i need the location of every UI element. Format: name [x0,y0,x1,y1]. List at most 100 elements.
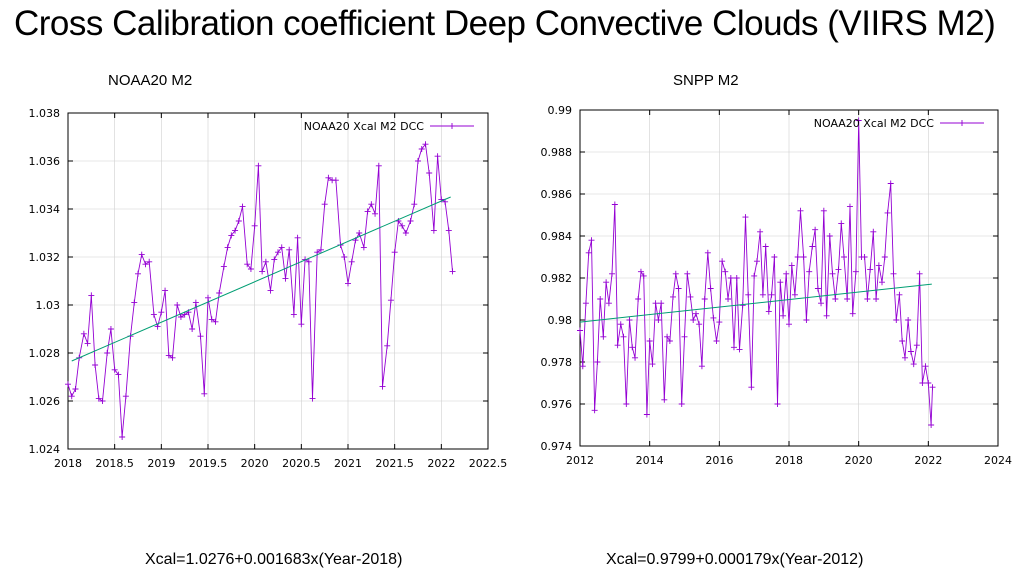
data-point [95,395,102,402]
data-point [748,384,755,391]
data-point [356,230,363,236]
y-tick-label: 1.038 [29,107,61,120]
data-point [594,359,601,365]
data-point [719,258,726,265]
plot-frame [67,112,489,450]
data-point [722,268,729,275]
data-point [887,180,894,187]
data-point [345,280,351,287]
data-point [449,268,456,275]
data-point [80,330,87,337]
data-point [661,396,668,403]
data-point [849,310,856,317]
data-point [201,390,208,397]
data-point [384,342,391,349]
data-point [131,299,138,306]
data-point [174,302,181,308]
data-point [640,272,647,279]
data-point [614,342,621,349]
x-tick-label: 2012 [566,454,594,467]
data-point [658,300,665,307]
data-point [617,321,624,328]
data-point [189,326,196,332]
data-point [745,291,752,298]
data-point [826,233,833,239]
data-point [864,296,871,302]
data-point [232,227,239,234]
data-point [870,228,877,235]
data-point [727,275,734,281]
data-point [92,362,99,368]
data-point [672,270,679,277]
data-point [368,201,375,208]
data-point [629,344,636,351]
data-point [881,254,888,260]
data-point [780,312,787,319]
data-point [138,251,145,258]
data-point [271,256,278,263]
data-point [372,210,379,217]
data-point [146,258,153,265]
data-point [239,203,246,210]
data-point [317,246,324,253]
data-point [696,321,703,328]
data-point [910,361,917,368]
data-point [884,209,891,216]
data-point [832,296,839,302]
data-point [829,270,836,277]
data-point [169,354,176,361]
data-point [852,268,859,275]
x-tick-label: 2020 [241,457,269,470]
data-point [430,227,437,234]
data-point [402,230,409,236]
y-tick-label: 0.988 [541,146,573,159]
data-point [360,244,367,251]
data-point [224,244,231,251]
data-point [177,314,184,320]
data-point [107,326,114,332]
data-point [806,268,813,275]
data-point [150,311,157,318]
data-point [165,352,172,359]
data-point [675,285,682,292]
data-point [585,249,592,256]
data-point [418,146,425,152]
data-point [212,318,219,325]
y-tick-label: 1.03 [36,299,61,312]
data-point [407,218,414,224]
data-point [192,299,199,306]
data-point [922,363,929,370]
data-point [391,249,398,256]
data-point [72,386,79,392]
data-point [422,141,429,148]
data-point [579,363,586,370]
data-point [88,292,95,299]
data-point [896,291,903,298]
data-point [704,249,711,256]
data-point [379,383,386,390]
data-point [681,333,688,340]
x-tick-label: 2022.5 [469,457,508,470]
data-point [399,222,406,229]
x-tick-label: 2024 [984,454,1012,467]
data-point [692,310,699,317]
data-point [794,254,801,260]
data-point [890,270,897,277]
data-point [664,333,671,340]
data-point [609,270,616,277]
data-point [701,296,708,302]
series-line [67,143,453,438]
data-point [791,291,798,298]
x-tick-label: 2020.5 [282,457,321,470]
data-point [873,296,880,302]
data-point [158,309,165,316]
data-point [820,207,827,214]
data-point [603,279,610,286]
data-point [757,228,764,235]
data-point [626,317,633,323]
data-point [104,350,111,356]
data-point [623,401,630,407]
data-point [809,243,816,250]
